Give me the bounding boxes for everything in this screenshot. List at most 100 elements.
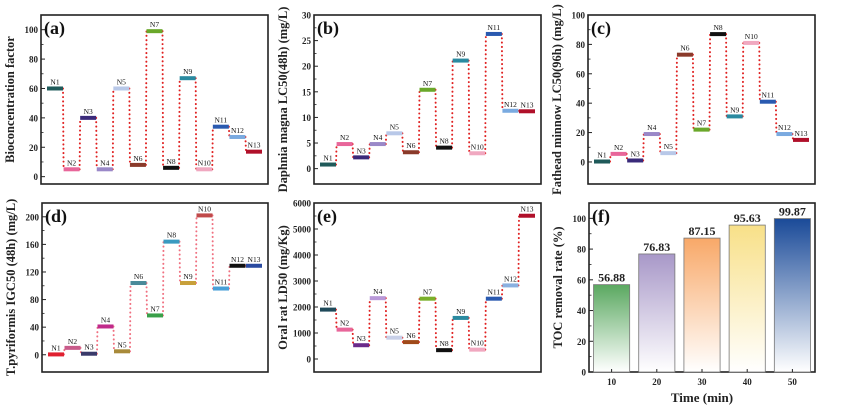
y-tick-label: 0 [34,172,39,182]
connector-line [434,88,438,149]
connector-line [451,316,454,352]
point-label-n5: N5 [117,340,126,349]
point-label-n10: N10 [198,204,211,213]
y-tick-label: 80 [30,295,40,305]
point-label-n8: N8 [439,137,448,146]
y-tick-label: 40 [29,113,39,123]
connector-line [95,116,98,171]
point-label-n6: N6 [680,44,689,53]
bar-data-label: 56.88 [598,271,625,285]
connector-line [195,214,198,285]
level-marker-n6 [129,162,146,167]
connector-line [129,282,132,353]
point-label-n2: N2 [68,337,77,346]
y-tick-label: 2000 [293,303,312,313]
point-label-n6: N6 [134,272,143,281]
level-marker-n13 [793,137,809,142]
level-marker-n13 [246,263,262,268]
connector-line [335,143,338,166]
point-label-n12: N12 [504,274,517,283]
x-tick-label: 20 [652,377,662,387]
connector-line [642,133,645,162]
y-tick-label: 80 [577,245,587,255]
connector-line [725,33,728,118]
connector-line [96,325,99,355]
level-marker-n9 [179,76,196,81]
connector-line [417,88,421,154]
level-marker-n3 [627,158,644,163]
level-marker-n8 [710,32,727,37]
level-marker-n1 [320,162,336,167]
point-label-n4: N4 [101,315,110,324]
level-marker-n9 [452,58,469,63]
connector-line [211,125,214,171]
plot-frame [313,202,542,373]
level-marker-n1 [320,307,336,312]
point-label-n4: N4 [647,123,656,132]
point-label-n7: N7 [423,79,432,88]
connector-line [401,336,404,344]
level-marker-n3 [80,115,97,120]
y-tick-label: 120 [26,267,40,277]
point-label-n9: N9 [456,307,465,316]
level-marker-n9 [726,114,743,119]
connector-line [741,41,745,118]
level-marker-n10 [469,347,486,352]
point-label-n1: N1 [597,151,606,160]
bar-30 [683,237,721,373]
point-label-n3: N3 [357,146,366,155]
level-marker-n10 [743,40,760,45]
connector-line [112,325,115,353]
level-marker-n13 [519,213,535,218]
x-tick-label: 30 [698,377,708,387]
y-tick-label: 1000 [293,329,312,339]
connector-line [384,297,388,339]
level-marker-n7 [146,29,163,34]
point-label-n2: N2 [340,133,349,142]
plot-frame [40,14,269,185]
bar-data-label: 76.83 [643,240,670,254]
bar-20 [638,253,676,373]
point-label-n6: N6 [406,141,415,150]
panel-label: (d) [45,206,67,227]
point-label-n7: N7 [150,20,159,29]
level-marker-n4 [369,142,386,147]
connector-line [227,125,231,138]
y-tick-label: 100 [25,25,39,35]
point-label-n4: N4 [100,158,109,167]
level-marker-n2 [63,167,80,172]
bar-10 [593,284,631,373]
level-marker-n2 [336,327,353,332]
point-label-n12: N12 [504,100,517,109]
y-tick-label: 0 [307,164,312,174]
point-label-n2: N2 [67,158,76,167]
level-marker-n6 [402,340,419,345]
point-label-n5: N5 [390,327,399,336]
level-marker-n9 [180,281,196,286]
y-tick-label: 5 [307,139,312,149]
panel-label: (c) [591,18,611,39]
connector-line [78,116,82,171]
point-label-n13: N13 [521,100,534,109]
level-marker-n3 [81,351,97,356]
connector-line [517,214,520,287]
level-marker-n13 [519,109,535,114]
level-marker-n11 [485,296,502,301]
y-tick-label: 0 [35,350,40,360]
level-marker-n8 [163,165,180,170]
point-label-n13: N13 [248,141,261,150]
level-marker-n9 [452,315,469,320]
level-marker-n11 [759,99,776,104]
y-axis-label: T.pyriformis IGC50 (48h) (mg/L) [4,199,18,377]
level-marker-n1 [48,352,64,357]
point-label-n1: N1 [50,77,59,86]
panel-a: 0 20 40 60 80 100 Bioconcentration factor (a) N1… [3,14,269,185]
connector-line [211,214,214,290]
level-marker-n7 [419,296,436,301]
panel-b: 0 5 10 15 20 25 30 Daphnia magna LC50(48h) (mg/… [276,7,542,192]
connector-line [63,346,66,356]
y-tick-label: 20 [576,128,586,138]
point-label-n6: N6 [406,331,415,340]
plot-frame [313,14,542,185]
